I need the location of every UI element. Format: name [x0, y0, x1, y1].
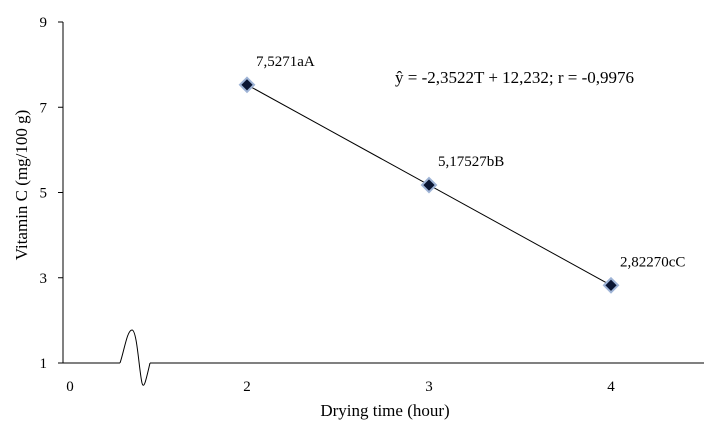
x-tick-label: 3 — [425, 379, 433, 395]
data-point-marker — [602, 276, 620, 294]
y-tick-label: 1 — [40, 356, 48, 372]
data-point-marker — [420, 176, 438, 194]
data-labels: 7,5271aA 5,17527bB 2,82270cC — [256, 54, 685, 271]
y-tick-label: 9 — [40, 15, 48, 31]
y-ticks: 1 3 5 7 9 — [40, 15, 63, 372]
x-ticks: 0 2 3 4 — [66, 379, 615, 395]
x-axis-title: Drying time (hour) — [320, 401, 449, 420]
data-points — [238, 76, 620, 294]
data-point-label: 5,17527bB — [438, 154, 504, 170]
x-tick-label: 2 — [243, 379, 251, 395]
y-tick-label: 5 — [40, 186, 48, 202]
y-axis-title: Vitamin C (mg/100 g) — [12, 110, 31, 261]
y-tick-label: 7 — [40, 100, 48, 116]
x-tick-label: 0 — [66, 379, 74, 395]
data-point-marker — [238, 76, 256, 94]
trendline-equation: ŷ = -2,3522T + 12,232; r = -0,9976 — [395, 68, 634, 87]
data-point-label: 7,5271aA — [256, 54, 315, 70]
data-point-label: 2,82270cC — [620, 254, 685, 270]
y-tick-label: 3 — [40, 271, 48, 287]
x-tick-label: 4 — [607, 379, 615, 395]
x-axis-break-icon — [119, 329, 151, 386]
